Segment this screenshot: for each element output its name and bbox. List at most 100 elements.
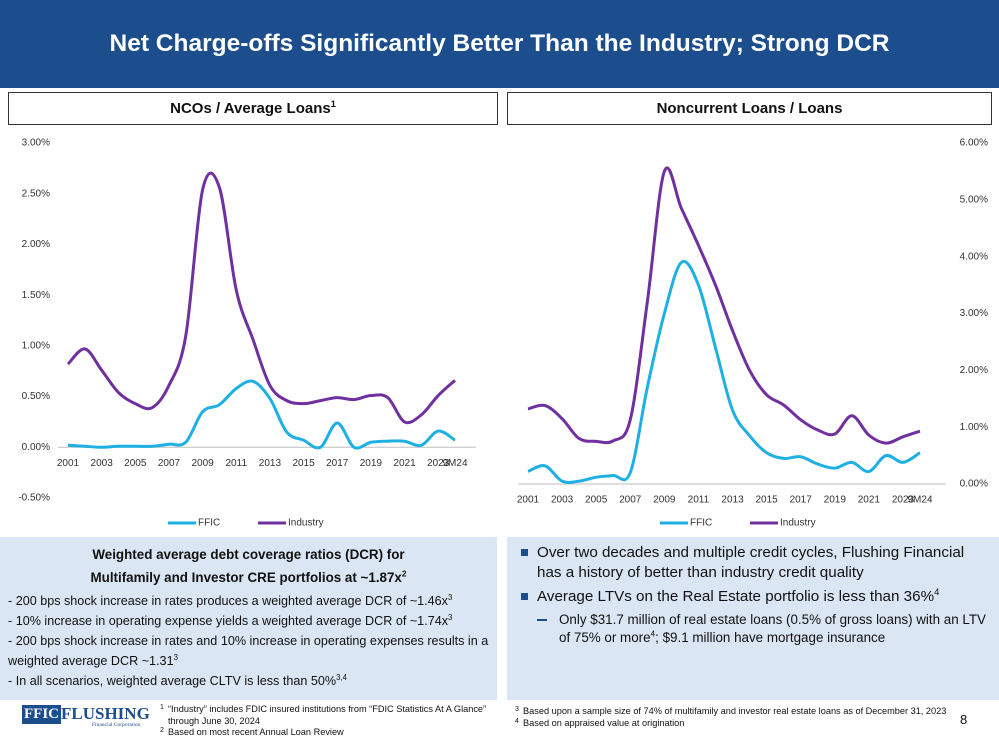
x-tick-label: 2023 — [427, 458, 450, 469]
x-tick-label: 2015 — [755, 495, 778, 506]
x-tick-label: 2019 — [824, 495, 847, 506]
bullet-text: - 200 bps shock increase in rates produc… — [8, 594, 448, 608]
heading-line: Weighted average debt coverage ratios (D… — [92, 547, 405, 562]
y-tick-label: 2.50% — [22, 188, 50, 199]
sub-bullet: Only $31.7 million of real estate loans … — [521, 611, 987, 647]
x-tick-label: 2005 — [585, 495, 608, 506]
series-line — [527, 259, 921, 484]
x-tick-label: 2009 — [653, 495, 676, 506]
footnote-ref: 3 — [173, 652, 178, 662]
footnote: 3 Based upon a sample size of 74% of mult… — [515, 706, 947, 716]
legend-label: Industry — [780, 518, 816, 529]
legend-label: FFIC — [690, 518, 712, 529]
bullet: - 10% increase in operating expense yiel… — [8, 611, 489, 631]
footnote-ref: 3,4 — [336, 672, 347, 682]
bullet: Average LTVs on the Real Estate portfoli… — [521, 587, 987, 607]
bullet: - In all scenarios, weighted average CLT… — [8, 671, 489, 691]
y-tick-label: 0.00% — [22, 442, 50, 453]
footnotes: 3 Based upon a sample size of 74% of mult… — [515, 706, 955, 729]
heading-line: Multifamily and Investor CRE portfolios … — [90, 570, 402, 585]
series-line — [527, 166, 921, 445]
x-tick-label: 9M24 — [907, 495, 932, 506]
footnote-ref: 3 — [447, 592, 453, 602]
y-tick-label: 3.00% — [960, 308, 988, 319]
y-tick-label: 2.00% — [22, 239, 50, 250]
y-tick-label: 4.00% — [960, 251, 988, 262]
footnote-text: Based on most recent Annual Loan Review — [168, 727, 344, 737]
x-tick-label: 2011 — [688, 495, 710, 506]
footnote-text: Based on appraised value at origination — [523, 717, 685, 728]
y-tick-label: 1.00% — [22, 340, 50, 351]
bullet-text: Only $31.7 million of real estate loans … — [559, 612, 986, 645]
charts: -0.50% 0.00% 0.50% 1.00% 1.50% 2.00% 2.50% 3.00… — [18, 138, 988, 529]
chart-title: Noncurrent Loans / Loans — [656, 100, 843, 117]
highlights-panel: Over two decades and multiple credit cyc… — [507, 537, 999, 700]
footnote-ref: 4 — [934, 585, 940, 597]
footnote: 2 Based on most recent Annual Loan Review — [160, 727, 344, 737]
x-tick-label: 2007 — [619, 495, 642, 506]
footnote: 1 “Industry” includes FDIC insured instit… — [160, 704, 487, 726]
y-tick-label: 1.00% — [960, 422, 988, 433]
x-tick-label: 2015 — [292, 458, 315, 469]
series-line — [67, 379, 456, 450]
y-tick-label: 1.50% — [22, 290, 50, 301]
x-tick-label: 2017 — [326, 458, 349, 469]
x-tick-label: 9M24 — [442, 458, 467, 469]
bullet-text: Average LTVs on the Real Estate portfoli… — [537, 588, 935, 605]
bullet-text: Over two decades and multiple credit cyc… — [537, 544, 965, 581]
bullet: - 200 bps shock increase in rates produc… — [8, 591, 489, 611]
y-tick-label: 2.00% — [960, 365, 988, 376]
chart-title: NCOs / Average Loans — [170, 100, 331, 117]
x-tick-label: 2005 — [124, 458, 147, 469]
y-tick-label: 3.00% — [22, 138, 50, 149]
footnote-ref: 4 — [650, 628, 656, 639]
logo-mark: FFIC — [22, 705, 61, 724]
bullet: - 200 bps shock increase in rates and 10… — [8, 631, 489, 671]
x-tick-label: 2003 — [551, 495, 574, 506]
x-tick-label: 2001 — [57, 458, 80, 469]
x-tick-label: 2011 — [226, 458, 248, 469]
footnote: 4 Based on appraised value at origination — [515, 717, 685, 728]
y-tick-label: 0.50% — [22, 391, 50, 402]
x-tick-label: 2019 — [360, 458, 383, 469]
x-tick-label: 2009 — [191, 458, 214, 469]
logo-tagline: Financial Corporation — [92, 722, 141, 728]
slide-title: Net Charge-offs Significantly Better Tha… — [109, 30, 890, 57]
page-number: 8 — [960, 712, 968, 727]
bullet-text: ; $9.1 million have mortgage insurance — [655, 630, 886, 645]
x-tick-label: 2001 — [517, 495, 540, 506]
x-tick-label: 2023 — [892, 495, 915, 506]
y-tick-label: 6.00% — [960, 138, 988, 149]
x-tick-label: 2021 — [393, 458, 416, 469]
x-tick-label: 2003 — [91, 458, 114, 469]
bullet-text: - 200 bps shock increase in rates and 10… — [8, 634, 489, 668]
footnotes: 1 “Industry” includes FDIC insured instit… — [160, 704, 500, 739]
chart-header: Noncurrent Loans / Loans — [507, 92, 992, 125]
footnote-text: “Industry” includes FDIC insured institu… — [168, 704, 487, 726]
x-tick-label: 2007 — [158, 458, 181, 469]
footnote-ref: 3 — [448, 612, 453, 622]
series-line — [66, 171, 457, 425]
y-tick-label: -0.50% — [18, 493, 50, 504]
bullet-text: - 10% increase in operating expense yiel… — [8, 614, 448, 628]
x-tick-label: 2013 — [259, 458, 282, 469]
legend-label: FFIC — [198, 518, 220, 529]
legend-label: Industry — [288, 518, 324, 529]
footnote-ref: 2 — [401, 568, 407, 579]
y-tick-label: 5.00% — [960, 194, 988, 205]
x-tick-label: 2021 — [858, 495, 881, 506]
chart-header: NCOs / Average Loans1 — [8, 92, 498, 125]
dcr-heading: Weighted average debt coverage ratios (D… — [8, 543, 489, 589]
footnote-ref: 1 — [330, 99, 336, 109]
footnote-text: Based upon a sample size of 74% of multi… — [523, 706, 947, 716]
x-tick-label: 2013 — [721, 495, 744, 506]
bullet: Over two decades and multiple credit cyc… — [521, 543, 987, 583]
logo-name: FLUSHING — [61, 704, 150, 723]
bullet-text: - In all scenarios, weighted average CLT… — [8, 674, 337, 688]
dcr-panel: Weighted average debt coverage ratios (D… — [0, 537, 497, 700]
logo: FFIC FLUSHING Financial Corporation — [22, 704, 152, 728]
title-banner: Net Charge-offs Significantly Better Tha… — [0, 0, 999, 88]
y-tick-label: 0.00% — [960, 479, 988, 490]
x-tick-label: 2017 — [790, 495, 813, 506]
